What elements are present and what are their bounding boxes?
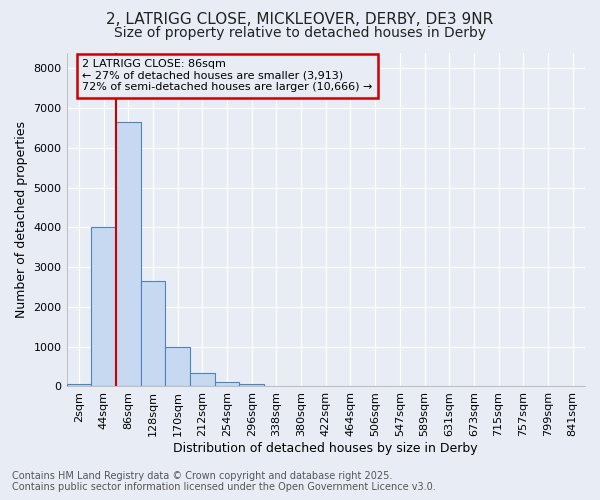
Bar	[116, 122, 140, 386]
X-axis label: Distribution of detached houses by size in Derby: Distribution of detached houses by size …	[173, 442, 478, 455]
Y-axis label: Number of detached properties: Number of detached properties	[15, 121, 28, 318]
Text: Size of property relative to detached houses in Derby: Size of property relative to detached ho…	[114, 26, 486, 40]
Bar	[91, 228, 116, 386]
Bar	[190, 374, 215, 386]
Text: Contains HM Land Registry data © Crown copyright and database right 2025.
Contai: Contains HM Land Registry data © Crown c…	[12, 471, 436, 492]
Bar	[165, 346, 190, 387]
Bar	[215, 382, 239, 386]
Text: 2, LATRIGG CLOSE, MICKLEOVER, DERBY, DE3 9NR: 2, LATRIGG CLOSE, MICKLEOVER, DERBY, DE3…	[106, 12, 494, 28]
Text: 2 LATRIGG CLOSE: 86sqm
← 27% of detached houses are smaller (3,913)
72% of semi-: 2 LATRIGG CLOSE: 86sqm ← 27% of detached…	[82, 59, 373, 92]
Bar	[67, 384, 91, 386]
Bar	[140, 281, 165, 386]
Bar	[239, 384, 264, 386]
